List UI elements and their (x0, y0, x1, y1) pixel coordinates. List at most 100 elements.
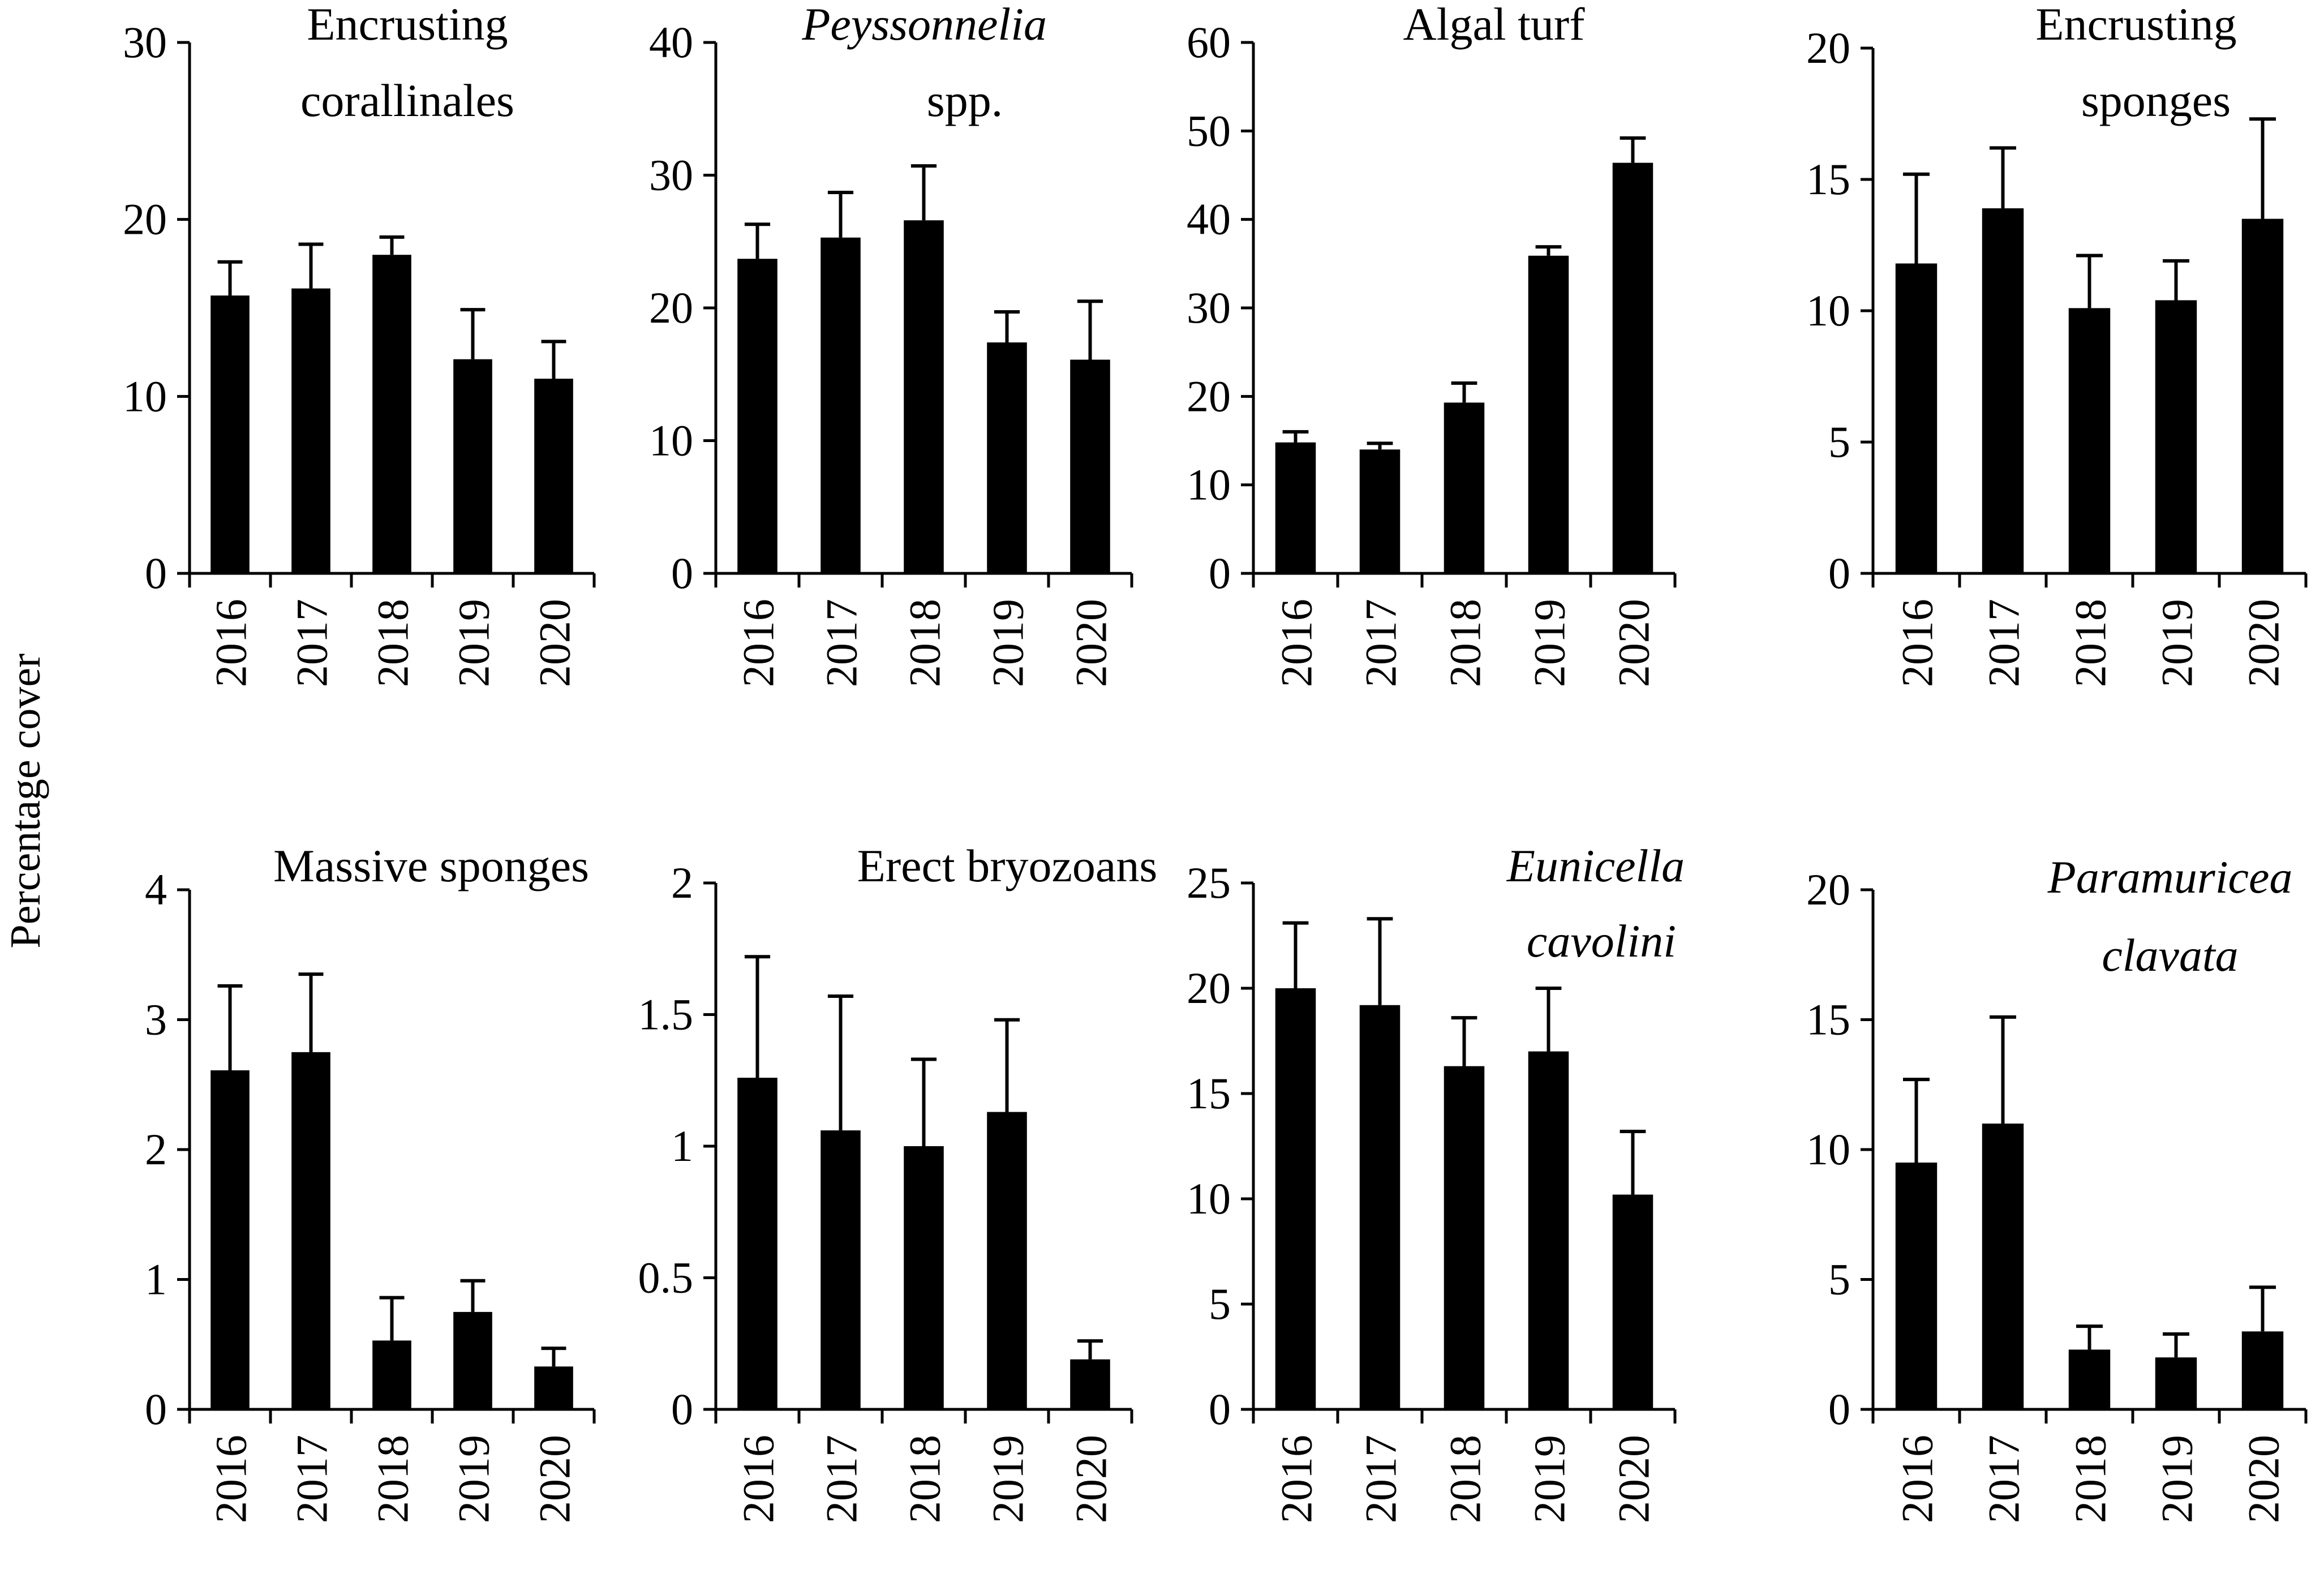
y-tick-label: 10 (1806, 1125, 1850, 1174)
error-bar-2020 (2249, 1285, 2276, 1332)
chart-panel-8: 0 5 10 15 20 2016 2017 2018 2019 2020 Paramuricea c… (1806, 851, 2308, 1523)
chart-title-line: sponges (2081, 75, 2231, 126)
x-tick-label: 2019 (2153, 599, 2202, 687)
x-tick-label: 2016 (1272, 599, 1321, 687)
y-tick-label: 5 (1828, 417, 1850, 466)
x-tick-label: 2017 (817, 1435, 866, 1523)
bar-2018 (372, 1340, 411, 1409)
error-bar-2020 (1620, 136, 1646, 163)
error-bar-2017 (827, 190, 854, 238)
bar-2017 (1982, 1124, 2024, 1409)
x-tick-label: 2019 (983, 1435, 1033, 1523)
x-tick-label: 2020 (1067, 1435, 1116, 1523)
bar-2019 (1528, 1051, 1569, 1409)
x-tick-label: 2019 (1525, 599, 1574, 687)
bar-2020 (1612, 162, 1653, 573)
y-tick-label: 2 (145, 1125, 167, 1174)
chart-title-line: Erect bryozoans (857, 840, 1157, 891)
error-bar-2019 (994, 1018, 1020, 1112)
bar-2019 (1528, 255, 1569, 574)
bar-2016 (211, 295, 250, 573)
error-bar-2016 (1282, 430, 1309, 443)
y-tick-label: 0 (145, 548, 167, 598)
x-tick-label: 2017 (287, 599, 337, 687)
chart-panel-7: 0 5 10 15 20 25 2016 2017 2018 2019 2020 Eunicella c… (1187, 840, 1685, 1523)
x-tick-label: 2017 (1356, 1435, 1406, 1523)
error-bar-2020 (2249, 117, 2276, 219)
y-tick-label: 50 (1187, 106, 1231, 155)
bar-2017 (291, 1052, 330, 1409)
error-bar-2016 (1902, 1078, 1930, 1163)
chart-title-line: cavolini (1527, 915, 1676, 967)
x-tick-label: 2016 (734, 1435, 783, 1523)
error-bar-2016 (1902, 172, 1930, 264)
y-tick-label: 1 (145, 1255, 167, 1304)
y-tick-label: 2 (671, 858, 693, 907)
bar-2017 (1982, 208, 2024, 573)
bar-2016 (1275, 442, 1316, 573)
x-tick-label: 2016 (207, 599, 256, 687)
bar-2017 (821, 237, 861, 574)
x-tick-label: 2020 (530, 1435, 579, 1523)
y-tick-label: 0 (671, 548, 693, 598)
chart-title-line: Massive sponges (273, 840, 589, 891)
chart-panel-3: 0 10 20 30 40 50 60 2016 2017 2018 2019 2020 Algal t… (1187, 0, 1677, 687)
x-tick-label: 2020 (1609, 599, 1659, 687)
y-tick-label: 30 (649, 151, 693, 200)
bar-2018 (904, 1146, 944, 1409)
y-axis-label: Percentage cover (2, 653, 49, 948)
y-tick-label: 0 (1209, 548, 1231, 598)
x-tick-label: 2017 (1979, 599, 2029, 687)
x-tick-label: 2017 (287, 1435, 337, 1523)
x-tick-label: 2018 (2066, 599, 2115, 687)
error-bar-2016 (1282, 921, 1309, 988)
y-tick-label: 20 (649, 283, 693, 332)
error-bar-2017 (1367, 441, 1393, 450)
chart-panel-2: 0 10 20 30 40 2016 2017 2018 2019 2020 Peyssonneli… (649, 0, 1133, 687)
y-tick-label: 25 (1187, 858, 1231, 907)
error-bar-2019 (1535, 245, 1562, 256)
chart-title-line: spp. (927, 75, 1003, 126)
error-bar-2020 (1620, 1129, 1646, 1195)
bar-2020 (1070, 1359, 1110, 1409)
bar-2017 (291, 288, 330, 573)
bar-2018 (2068, 308, 2111, 573)
x-tick-label: 2018 (1441, 1435, 1490, 1523)
chart-panel-1: 0 10 20 30 2016 2017 2018 2019 2020 Encrusting cor… (123, 0, 596, 687)
bar-2017 (1359, 1005, 1401, 1409)
bar-2020 (1070, 359, 1110, 573)
bar-2016 (1895, 263, 1938, 574)
x-tick-label: 2020 (1609, 1435, 1659, 1523)
error-bar-2019 (1535, 987, 1562, 1052)
x-tick-label: 2019 (449, 599, 499, 687)
error-bar-2020 (1077, 1339, 1103, 1360)
error-bar-2018 (379, 1296, 405, 1341)
error-bar-2017 (827, 994, 854, 1131)
error-bar-2017 (1367, 917, 1393, 1005)
y-tick-label: 10 (123, 371, 167, 421)
y-tick-label: 60 (1187, 18, 1231, 67)
bar-2019 (987, 342, 1027, 573)
error-bar-2019 (460, 1279, 486, 1312)
y-tick-label: 4 (145, 865, 167, 914)
y-tick-label: 15 (1806, 995, 1850, 1044)
y-tick-label: 30 (123, 18, 167, 67)
error-bar-2016 (744, 955, 771, 1078)
chart-panel-4: 0 5 10 15 20 2016 2017 2018 2019 2020 Encrusting sp… (1806, 0, 2308, 687)
bar-2020 (2241, 218, 2284, 574)
bar-2020 (534, 1366, 573, 1409)
x-tick-label: 2016 (1893, 1435, 1942, 1523)
y-tick-label: 20 (1806, 865, 1850, 914)
bar-2018 (1444, 402, 1485, 573)
error-bar-2018 (1451, 1016, 1477, 1066)
chart-panel-6: 0 0.5 1 1.5 2 2016 2017 2018 2019 2020 Erect bryoz… (638, 840, 1158, 1523)
x-tick-label: 2018 (900, 599, 950, 687)
error-bar-2016 (217, 260, 243, 296)
x-tick-label: 2020 (2239, 1435, 2288, 1523)
x-tick-label: 2020 (530, 599, 579, 687)
y-tick-label: 15 (1806, 155, 1850, 204)
y-tick-label: 3 (145, 995, 167, 1044)
error-bar-2020 (541, 1347, 566, 1367)
